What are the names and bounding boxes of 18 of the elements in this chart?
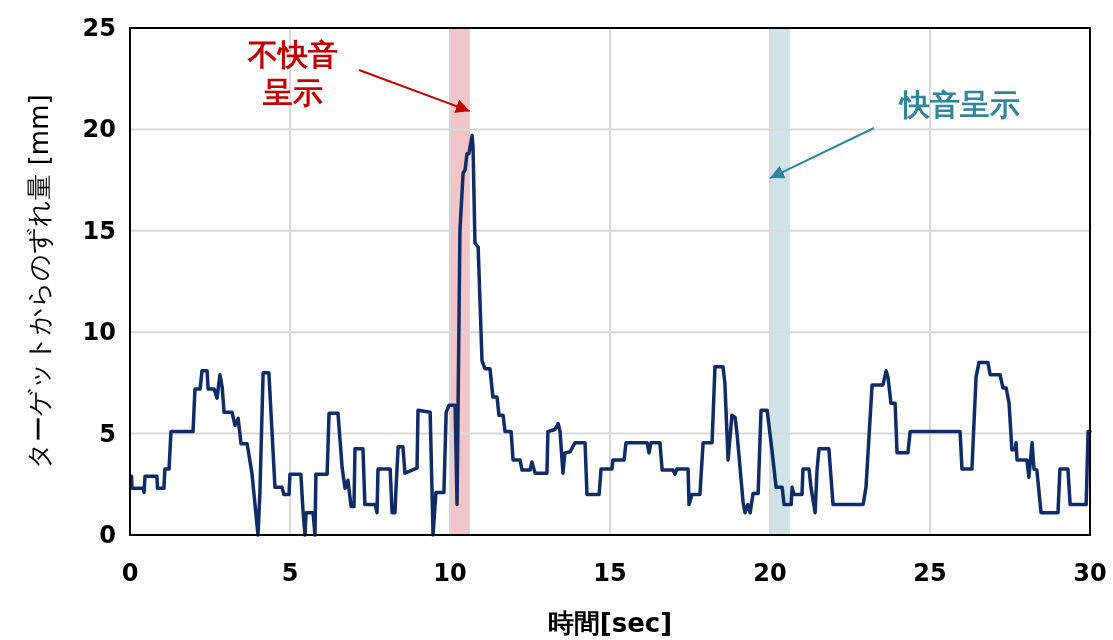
- x-tick-label: 25: [913, 559, 947, 587]
- y-tick-label: 15: [82, 216, 116, 245]
- x-axis-title: 時間[sec]: [547, 608, 673, 638]
- x-tick-label: 10: [433, 559, 467, 587]
- y-tick-label: 10: [82, 318, 116, 347]
- x-tick-label: 20: [753, 559, 787, 587]
- x-tick-label: 0: [121, 559, 139, 587]
- line-series: [129, 133, 1092, 537]
- x-tick-label: 30: [1073, 559, 1107, 587]
- y-tick-label: 25: [82, 14, 116, 42]
- y-tick-label: 0: [99, 521, 116, 549]
- y-tick-label: 20: [82, 115, 116, 144]
- x-tick-label: 15: [593, 559, 627, 587]
- x-tick-label: 5: [281, 559, 299, 587]
- annotation: 不快音呈示: [247, 37, 338, 110]
- y-tick-label: 5: [99, 419, 116, 448]
- annotation: 快音呈示: [898, 87, 1020, 122]
- y-axis-title: ターゲットからのずれ量 [mm]: [24, 94, 54, 469]
